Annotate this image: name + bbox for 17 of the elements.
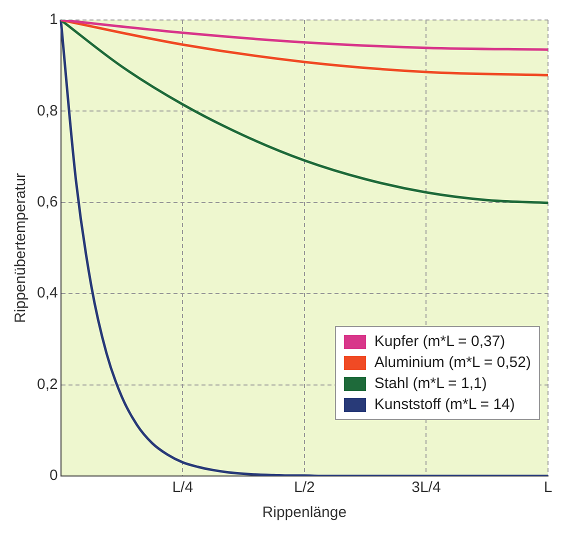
y-tick-label: 0,6 bbox=[36, 194, 58, 211]
legend-label: Kunststoff (m*L = 14) bbox=[374, 395, 515, 415]
legend-label: Kupfer (m*L = 0,37) bbox=[374, 332, 506, 352]
x-tick-label: L bbox=[544, 479, 552, 496]
y-tick-label: 1 bbox=[50, 11, 58, 28]
y-tick-label: 0,4 bbox=[36, 284, 58, 302]
line-series bbox=[60, 20, 550, 476]
x-tick-label: L/2 bbox=[294, 479, 315, 496]
y-axis-title: Rippenübertemperatur bbox=[12, 172, 30, 324]
x-axis-title: Rippenlänge bbox=[262, 504, 347, 522]
x-tick-label: 3L/4 bbox=[412, 479, 441, 496]
legend-label: Stahl (m*L = 1,1) bbox=[374, 374, 487, 394]
x-tick-label: L/4 bbox=[172, 479, 194, 496]
y-tick-label: 0 bbox=[50, 467, 58, 484]
legend-label: Aluminium (m*L = 0,52) bbox=[374, 353, 531, 373]
y-tick-label: 0,2 bbox=[36, 376, 58, 393]
y-tick-label: 0,8 bbox=[36, 102, 58, 120]
